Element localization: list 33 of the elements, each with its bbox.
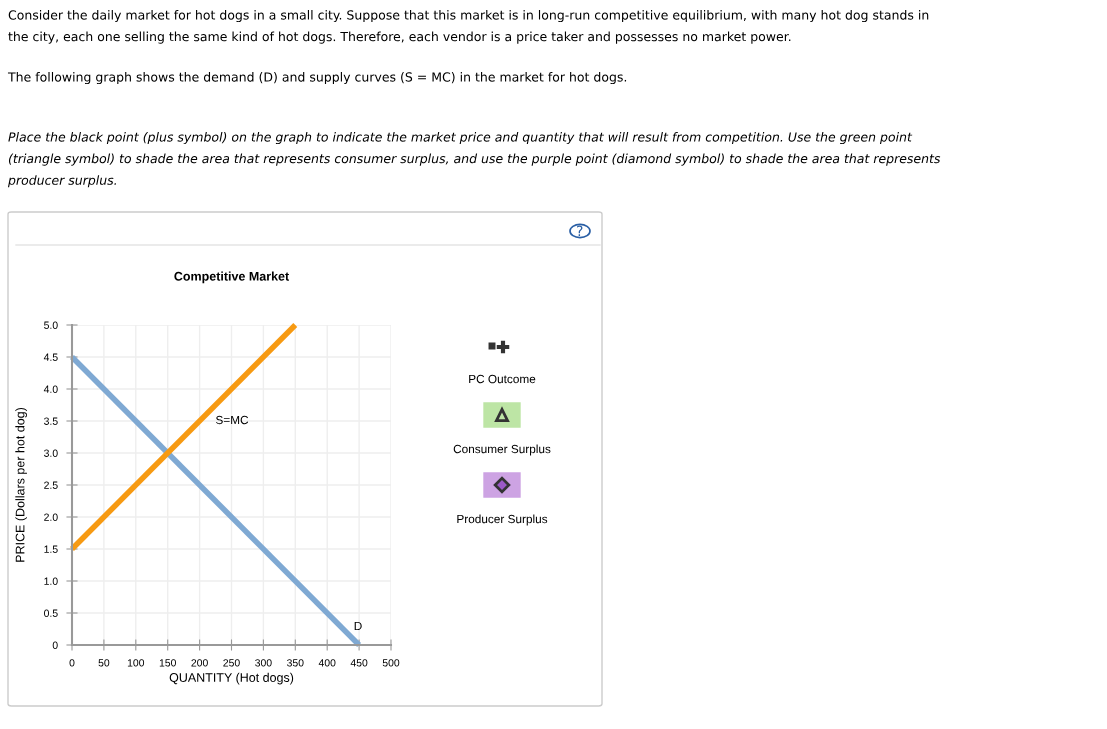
x-tick-label: 450 [350, 659, 368, 667]
x-axis-title: QUANTITY (Hot dogs) [169, 672, 294, 685]
y-tick-label: 2.0 [44, 513, 58, 521]
text: Place the black point (plus symbol) on the graph to indicate the market price and quantity that will result from competition. Use the green point (triangle symbol) to shade the area that represents consumer surplus, and use the purple point (diamond symbol) to shade the area that represents producer surplus. [7, 132, 941, 188]
y-tick-label: 0 [52, 641, 58, 649]
text: The following graph shows the demand (D) and supply curves (S = MC) in the market for hot dogs. [7, 72, 627, 85]
x-tick-label: 300 [255, 659, 272, 667]
x-tick-label: 500 [382, 659, 400, 667]
annotation: S=MC [215, 415, 249, 425]
text: Consumer Surplus [453, 444, 551, 456]
y-tick-label: 4.5 [43, 353, 58, 361]
text: Consider the daily market for hot dogs in a small city. Suppose that this market is in long-run competitive equilibrium, with many hot dog stands in the city, each one selling the same kind of hot dogs. Therefore, each vendor is a price taker and possesses no market power. [8, 10, 929, 44]
x-tick-label: 50 [98, 659, 110, 667]
x-tick-label: 350 [287, 659, 304, 667]
y-tick-label: 2.5 [44, 481, 58, 489]
y-tick-label: 1.0 [44, 577, 58, 585]
chart-title: Competitive Market [174, 271, 289, 284]
y-tick-label: 3.5 [44, 417, 58, 425]
y-tick-label: 5.0 [44, 321, 58, 329]
annotation: D [354, 621, 362, 631]
y-tick-label: 0.5 [44, 609, 58, 617]
x-tick-label: 100 [127, 659, 145, 667]
x-tick-label: 0 [69, 659, 75, 667]
y-tick-label: 1.5 [44, 545, 58, 553]
x-tick-label: 200 [191, 659, 208, 667]
text: PC Outcome [469, 374, 536, 384]
text: Producer Surplus [457, 514, 548, 526]
y-axis-title: PRICE (Dollars per hot dog) [15, 407, 27, 562]
y-tick-label: 3.0 [44, 449, 58, 457]
y-tick-label: 4.0 [43, 385, 58, 393]
x-tick-label: 400 [318, 659, 336, 667]
x-tick-label: 250 [223, 659, 240, 667]
x-tick-label: 150 [159, 659, 176, 667]
